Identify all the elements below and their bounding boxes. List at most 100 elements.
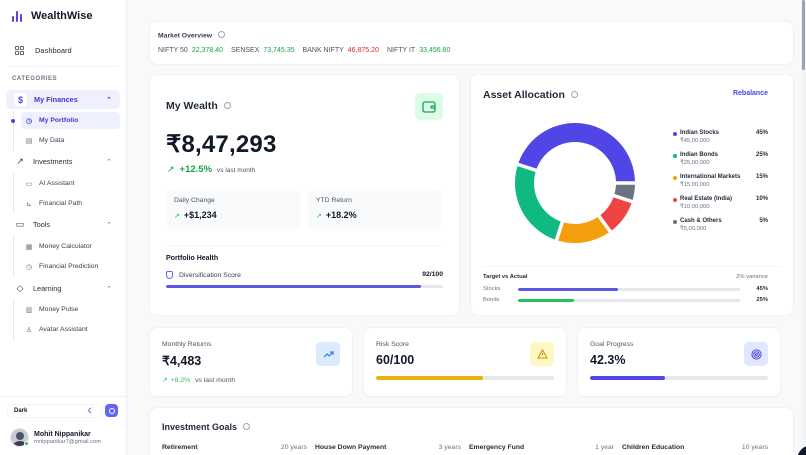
sidebar: WealthWise Dashboard CATEGORIES $ My Fin… (0, 0, 127, 455)
trending-up-icon (316, 342, 340, 366)
goal-item[interactable]: Children Education 10 years (622, 444, 768, 451)
rebalance-link[interactable]: Rebalance (732, 90, 768, 97)
legend-dot (673, 198, 677, 202)
theme-toggle[interactable]: Dark ☾ (8, 405, 101, 417)
donut-segment[interactable] (558, 217, 609, 243)
scrollbar[interactable] (801, 0, 806, 455)
variance-label: 2% variance (736, 274, 768, 280)
legend-item: Indian Bonds ₹25,00,000 25% (673, 152, 768, 174)
ticker-nifty-50: NIFTY 50 22,378.40 (158, 47, 223, 54)
settings-button[interactable] (105, 404, 118, 417)
warning-icon (530, 342, 554, 366)
clock-icon: ◷ (25, 263, 33, 271)
info-icon[interactable] (223, 101, 231, 109)
info-icon[interactable] (570, 90, 578, 98)
legend-dot (673, 176, 677, 180)
sidebar-item-financial-path[interactable]: ⊾ Financial Path (21, 195, 120, 212)
ticker-sensex: SENSEX 73,745.35 (230, 47, 295, 54)
goal-item[interactable]: Emergency Fund 1 year (469, 444, 614, 451)
monthly-returns-value: ₹4,483 (162, 354, 202, 368)
tree-line (13, 300, 14, 340)
sidebar-group-label: Investments (33, 157, 73, 166)
total-wealth-amount: ₹8,47,293 (166, 131, 277, 158)
sidebar-item-dashboard[interactable]: Dashboard (8, 40, 120, 60)
donut-segment[interactable] (600, 197, 632, 231)
goal-progress-value: 42.3% (590, 353, 626, 367)
sidebar-group-label: Tools (33, 220, 51, 229)
sidebar-group-label: My Finances (34, 95, 78, 104)
user-profile[interactable]: Mohit Nippanikar mnippanikar7@gmail.com (10, 428, 101, 447)
info-icon[interactable] (243, 423, 251, 431)
brand-name: WealthWise (31, 10, 93, 22)
sidebar-group-learning[interactable]: ◇ Learning ⌃ (6, 279, 120, 298)
sidebar-item-label: AI Assistant (39, 180, 75, 187)
arrow-up-right-icon: ↗ (174, 213, 180, 220)
goal-item[interactable]: House Down Payment 3 years (315, 444, 461, 451)
dollar-icon: $ (14, 93, 27, 106)
grid-icon (15, 45, 24, 55)
sidebar-item-money-calculator[interactable]: ▦ Money Calculator (21, 238, 120, 255)
legend-item: Real Estate (India) ₹10,00,000 10% (673, 196, 768, 218)
sidebar-item-avatar-assistant[interactable]: ♙ Avatar Assistant (21, 321, 120, 338)
arrow-up-right-icon: ↗ (162, 377, 168, 384)
tree-line (13, 236, 14, 276)
arrow-up-right-icon: ↗ (167, 164, 175, 174)
wallet-icon (415, 93, 443, 120)
sidebar-group-investments[interactable]: ↗ Investments ⌃ (6, 152, 120, 171)
risk-score-card: Risk Score 60/100 (364, 328, 566, 396)
legend-dot (673, 154, 677, 158)
brand[interactable]: WealthWise (12, 10, 92, 22)
chat-fab-button[interactable] (797, 445, 806, 455)
my-wealth-card: My Wealth ₹8,47,293 ↗ +12.5% vs last mon… (150, 75, 459, 315)
divider (483, 266, 781, 267)
risk-score-value: 60/100 (376, 353, 415, 367)
donut-segment[interactable] (518, 122, 635, 182)
sidebar-item-ai-assistant[interactable]: ▭ AI Assistant (21, 175, 120, 192)
sidebar-item-money-pulse[interactable]: ▥ Money Pulse (21, 301, 120, 318)
target-vs-actual-title: Target vs Actual (483, 274, 528, 280)
card-title: Market Overview (158, 31, 226, 39)
arrow-up-right-icon: ↗ (316, 213, 322, 220)
sidebar-item-financial-prediction[interactable]: ◷ Financial Prediction (21, 258, 120, 275)
goal-item[interactable]: Retirement 20 years (162, 444, 307, 451)
ytd-return-stat: YTD Return ↗ +18.2% (308, 189, 442, 229)
ticker-bank-nifty: BANK NIFTY 46,875.20 (302, 47, 379, 54)
chevron-up-icon[interactable]: ⌃ (106, 96, 112, 104)
sidebar-item-label: Financial Path (39, 200, 83, 207)
online-status-dot (24, 441, 29, 446)
bonds-progress (518, 299, 740, 302)
sidebar-group-my-finances[interactable]: $ My Finances ⌃ (6, 90, 120, 109)
database-icon: ▤ (25, 137, 33, 145)
scrollbar-thumb[interactable] (802, 0, 805, 70)
target-row-stocks: Stocks 45% (483, 286, 768, 292)
market-overview-card: Market Overview NIFTY 50 22,378.40 SENSEX… (150, 22, 793, 64)
message-icon: ▭ (25, 180, 33, 188)
goal-progress-bar (590, 376, 768, 380)
chevron-up-icon[interactable]: ⌃ (106, 285, 112, 293)
chevron-up-icon[interactable]: ⌃ (106, 221, 112, 229)
moon-icon: ☾ (87, 408, 94, 415)
sidebar-item-my-portfolio[interactable]: ◷ My Portfolio (21, 112, 120, 129)
sidebar-item-label: Money Calculator (39, 243, 92, 250)
chevron-up-icon[interactable]: ⌃ (106, 158, 112, 166)
sidebar-group-tools[interactable]: ▭ Tools ⌃ (6, 215, 120, 234)
goal-progress-card: Goal Progress 42.3% (578, 328, 780, 396)
target-row-bonds: Bonds 25% (483, 297, 768, 303)
theme-label: Dark (14, 408, 28, 414)
message-square-icon: ▭ (15, 219, 25, 229)
donut-segment[interactable] (515, 166, 561, 240)
user-email: mnippanikar7@gmail.com (34, 438, 102, 445)
active-indicator-dot (11, 119, 15, 123)
tree-line (13, 111, 14, 151)
diversification-score-row: Diversification Score 92/100 (166, 271, 443, 281)
info-icon[interactable] (218, 31, 226, 38)
donut-segment[interactable] (614, 184, 635, 200)
graduation-cap-icon: ◇ (16, 283, 24, 293)
sidebar-item-label: Financial Prediction (39, 263, 99, 270)
wealth-change: ↗ +12.5% vs last month (167, 164, 256, 175)
card-title: Asset Allocation (483, 89, 578, 101)
legend-item: Cash & Others ₹5,00,000 5% (673, 218, 768, 240)
allocation-donut-chart[interactable] (513, 121, 637, 245)
sidebar-item-my-data[interactable]: ▤ My Data (21, 132, 120, 149)
card-title: My Wealth (166, 100, 231, 112)
